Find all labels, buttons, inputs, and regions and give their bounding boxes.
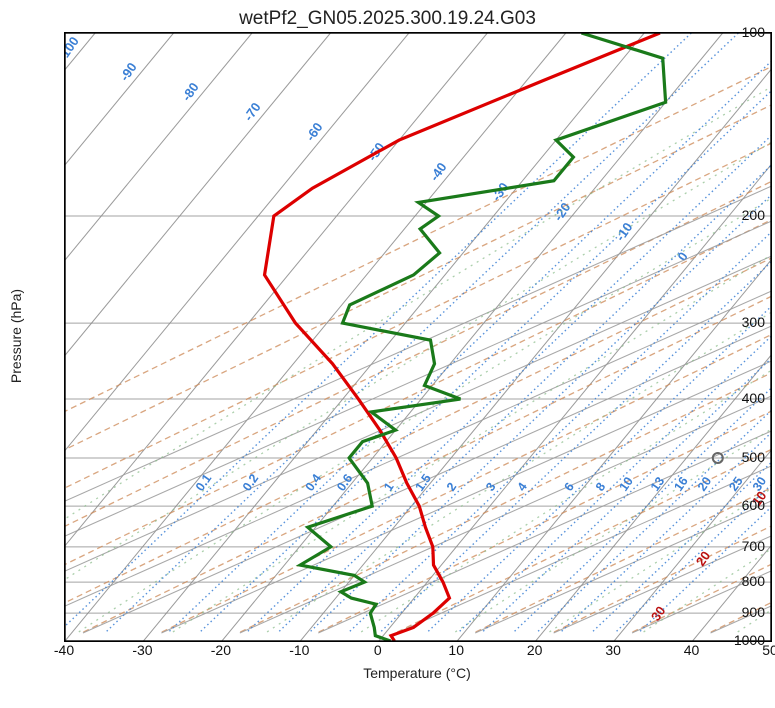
x-tick-50: 50	[762, 642, 775, 658]
svg-text:0.2: 0.2	[240, 471, 261, 493]
gridlines-svg: -100-90-80-70-60-50-40-30-20-10010203040…	[65, 33, 771, 641]
svg-text:8: 8	[593, 480, 608, 494]
svg-text:1: 1	[381, 480, 396, 494]
y-tick-500: 500	[742, 449, 765, 465]
chart-title: wetPf2_GN05.2025.300.19.24.G03	[0, 8, 775, 30]
svg-text:-10: -10	[612, 220, 635, 244]
y-tick-900: 900	[742, 604, 765, 620]
svg-text:30: 30	[648, 603, 669, 623]
svg-text:3: 3	[483, 480, 498, 494]
x-tick-30: 30	[605, 642, 621, 658]
y-tick-700: 700	[742, 538, 765, 554]
x-tick-40: 40	[684, 642, 700, 658]
svg-text:0: 0	[674, 249, 690, 264]
svg-text:-80: -80	[179, 80, 202, 104]
x-axis-label: Temperature (°C)	[64, 665, 770, 681]
svg-text:10: 10	[616, 474, 635, 493]
svg-text:0.6: 0.6	[334, 471, 355, 493]
y-axis-label: Pressure (hPa)	[8, 32, 24, 640]
y-tick-300: 300	[742, 314, 765, 330]
x-tick-0: 0	[374, 642, 382, 658]
y-tick-1000: 1000	[734, 632, 765, 648]
svg-text:0.4: 0.4	[303, 471, 324, 493]
svg-text:1.5: 1.5	[412, 471, 433, 493]
svg-text:13: 13	[648, 474, 667, 493]
y-tick-600: 600	[742, 497, 765, 513]
x-tick-10: 10	[448, 642, 464, 658]
svg-text:25: 25	[726, 474, 745, 493]
x-tick--30: -30	[132, 642, 152, 658]
svg-text:-60: -60	[303, 120, 326, 144]
svg-text:-40: -40	[427, 160, 450, 184]
y-tick-800: 800	[742, 573, 765, 589]
svg-text:20: 20	[693, 548, 714, 568]
y-tick-100: 100	[742, 24, 765, 40]
x-tick--40: -40	[54, 642, 74, 658]
svg-text:4: 4	[514, 480, 529, 494]
svg-text:2: 2	[444, 480, 459, 494]
y-tick-200: 200	[742, 207, 765, 223]
x-tick--10: -10	[289, 642, 309, 658]
svg-text:-20: -20	[550, 200, 573, 224]
skewt-chart-root: wetPf2_GN05.2025.300.19.24.G03 Pressure …	[0, 0, 775, 708]
x-tick-20: 20	[527, 642, 543, 658]
svg-text:0.1: 0.1	[193, 471, 214, 493]
x-tick--20: -20	[211, 642, 231, 658]
y-tick-400: 400	[742, 390, 765, 406]
svg-text:-90: -90	[117, 60, 140, 84]
plot-area: -100 -90 -80 -70 -60 -50 -40 -30 -20 -10 0 10 20 30 40…	[64, 32, 772, 642]
svg-text:6: 6	[562, 480, 577, 494]
svg-text:-70: -70	[241, 100, 264, 124]
svg-text:20: 20	[695, 474, 714, 493]
